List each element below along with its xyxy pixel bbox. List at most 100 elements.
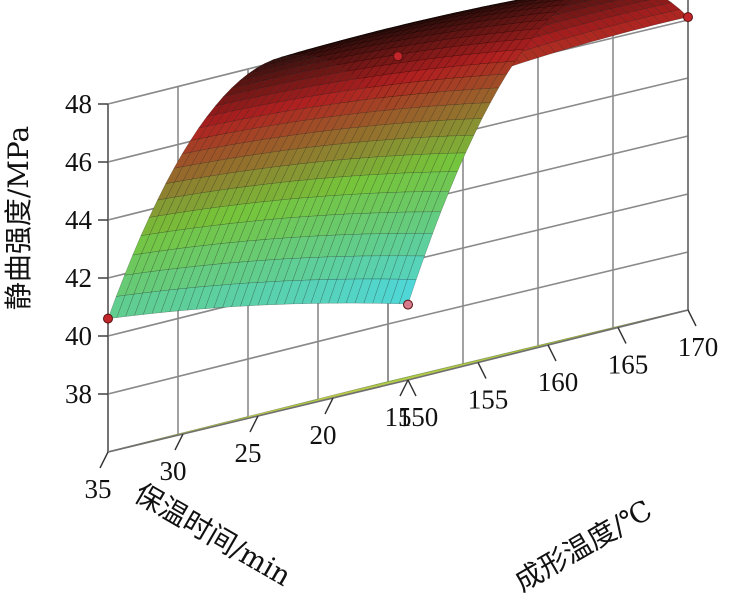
- surface-cell-842: [484, 8, 503, 16]
- x-tick-mark-2: [547, 344, 557, 362]
- surface-cell-692: [423, 27, 443, 37]
- surface-cell-511: [388, 29, 406, 38]
- surface-cell-1131: [414, 191, 432, 213]
- surface-cell-333: [168, 247, 186, 270]
- surface-cell-389: [378, 26, 396, 33]
- design-point-2: [683, 12, 693, 23]
- surface-cell-660: [339, 100, 358, 116]
- surface-cell-450: [328, 63, 347, 75]
- surface-cell-1070: [395, 172, 414, 193]
- surface-cell-558: [313, 104, 332, 120]
- surface-cell-530: [555, 38, 574, 50]
- surface-cell-693: [348, 99, 367, 115]
- surface-cell-918: [385, 122, 404, 141]
- surface-cell-634: [289, 162, 308, 182]
- surface-cell-1042: [353, 233, 372, 257]
- y-tick-label-2: 25: [235, 438, 262, 468]
- surface-cell-538: [329, 79, 348, 94]
- surface-cell-1025: [478, 41, 497, 54]
- surface-cell-788: [600, 8, 620, 18]
- surface-cell-340: [235, 140, 254, 158]
- surface-cell-463: [245, 168, 264, 188]
- surface-cell-629: [582, 30, 601, 43]
- surface-cell-283: [318, 48, 336, 57]
- surface-cell-191: [174, 178, 193, 198]
- surface-cell-681: [432, 21, 450, 30]
- x-tick-label-0: 150: [398, 402, 439, 432]
- surface-cell-963: [494, 16, 513, 27]
- x-tick-label-2: 160: [538, 367, 579, 397]
- surface-cell-187: [141, 232, 160, 255]
- surface-cell-921: [310, 256, 328, 281]
- surface-cell-868: [426, 56, 445, 70]
- surface-cell-858: [434, 46, 453, 59]
- surface-cell-581: [548, 21, 567, 32]
- surface-cell-402: [294, 85, 313, 100]
- surface-cell-1068: [362, 233, 381, 257]
- surface-cell-860: [359, 140, 378, 159]
- surface-cell-1151: [390, 278, 408, 305]
- surface-cell-371: [210, 188, 229, 209]
- x-tick-label-1: 155: [468, 385, 509, 415]
- surface-cell-1140: [464, 118, 483, 136]
- surface-cell-1089: [554, 0, 572, 7]
- surface-cell-401: [185, 245, 204, 268]
- x-tick-mark-0: [407, 379, 417, 397]
- surface-cell-948: [653, 4, 672, 14]
- surface-cell-1119: [363, 278, 382, 304]
- surface-cell-631: [364, 65, 383, 78]
- surface-cell-711: [298, 178, 317, 199]
- surface-cell-843: [409, 69, 428, 83]
- design-point-0: [403, 299, 413, 310]
- x-tick-label-3: 165: [608, 350, 649, 380]
- x-axis-title: 成形温度/℃: [509, 493, 658, 598]
- surface-cell-936: [443, 54, 463, 68]
- surface-cell-763: [366, 97, 385, 113]
- surface-cell-934: [631, 0, 647, 3]
- x-tick-mark-3: [617, 327, 627, 344]
- y-tick-mark-0: [399, 379, 409, 397]
- surface-cell-561: [564, 35, 583, 48]
- surface-cell-932: [410, 92, 429, 109]
- surface-cell-557: [204, 284, 223, 309]
- surface-cell-787: [492, 2, 510, 8]
- surface-cell-1041: [462, 63, 481, 78]
- surface-cell-144: [140, 215, 159, 237]
- surface-cell-197: [132, 252, 151, 275]
- y-tick-mark-1: [324, 397, 334, 415]
- surface-cell-897: [292, 279, 311, 305]
- surface-cell-909: [393, 107, 412, 125]
- surface-cell-765: [399, 60, 418, 73]
- surface-cell-218: [225, 118, 244, 134]
- surface-cell-980: [444, 65, 463, 80]
- surface-cell-1141: [389, 255, 408, 280]
- surface-cell-1091: [479, 62, 498, 77]
- z-tick-label-1: 40: [65, 321, 92, 351]
- y-tick-mark-4: [99, 451, 109, 469]
- surface-cell-618: [339, 88, 358, 104]
- surface-cell-207: [124, 272, 143, 296]
- surface-cell-835: [308, 214, 327, 237]
- surface-cell-93: [189, 125, 208, 141]
- surface-cell-120: [198, 124, 217, 140]
- surface-cell-967: [528, 0, 544, 5]
- surface-cell-1034: [470, 52, 489, 66]
- surface-cell-510: [279, 134, 298, 152]
- surface-cell-357: [185, 226, 204, 249]
- surface-cell-343: [160, 268, 178, 292]
- surface-cell-405: [219, 187, 238, 208]
- surface-cell-235: [175, 193, 194, 214]
- surface-cell-104: [214, 101, 234, 116]
- y-tick-label-1: 20: [310, 420, 337, 450]
- surface-cell-62: [264, 58, 283, 67]
- surface-cell-418: [244, 153, 263, 172]
- x-tick-mark-1: [477, 362, 487, 379]
- surface-cell-717: [365, 85, 384, 100]
- surface-cell-949: [360, 174, 379, 195]
- surface-cell-786: [383, 83, 402, 98]
- surface-cell-252: [233, 117, 253, 133]
- z-tick-label-3: 44: [65, 205, 93, 235]
- surface-cell-819: [283, 257, 302, 282]
